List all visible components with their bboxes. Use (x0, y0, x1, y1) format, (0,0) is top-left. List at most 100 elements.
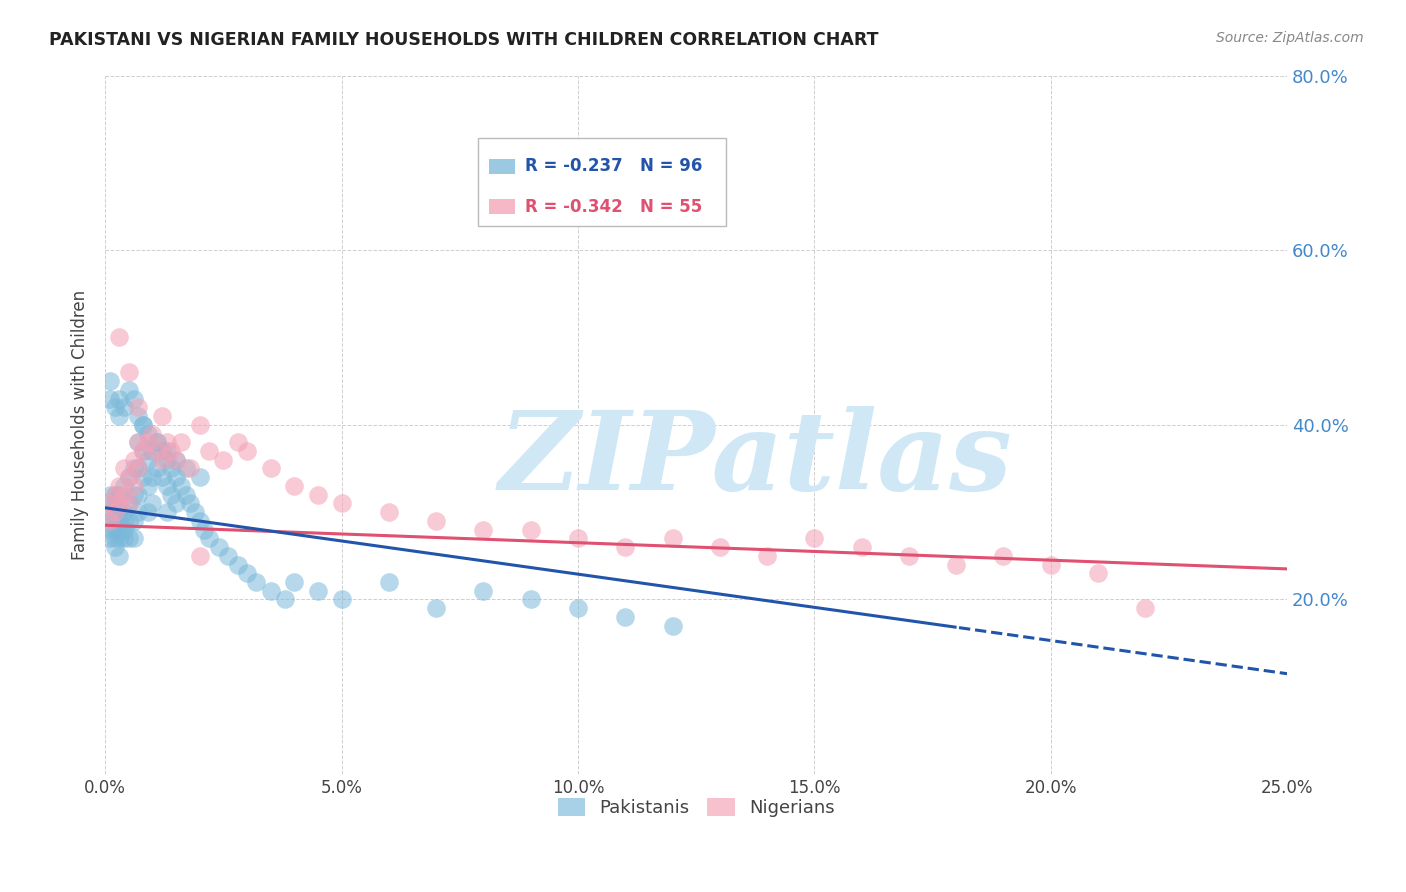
Point (122, 532, 145, 546)
Point (1135, 601, 1157, 615)
Point (108, 496, 131, 510)
Point (188, 514, 211, 528)
Point (108, 514, 131, 528)
Point (160, 461, 183, 475)
Point (165, 452, 187, 467)
Point (307, 583, 329, 598)
Point (146, 435, 169, 450)
Point (150, 409, 173, 423)
Point (98, 505, 121, 519)
Point (709, 540, 731, 554)
Point (122, 479, 145, 493)
Point (156, 444, 179, 458)
Point (122, 461, 145, 475)
Point (165, 496, 187, 510)
Point (118, 383, 141, 397)
Point (141, 444, 163, 458)
Point (156, 435, 179, 450)
Point (170, 479, 193, 493)
Legend: Pakistanis, Nigerians: Pakistanis, Nigerians (551, 790, 842, 824)
Point (118, 496, 141, 510)
Point (112, 401, 135, 415)
Point (179, 496, 201, 510)
Point (307, 488, 329, 502)
Point (104, 505, 127, 519)
Point (104, 532, 127, 546)
Point (198, 444, 221, 458)
Point (226, 435, 249, 450)
Point (112, 523, 135, 537)
Point (756, 549, 779, 563)
Point (108, 496, 131, 510)
Point (146, 435, 169, 450)
Point (108, 330, 131, 344)
Point (122, 452, 145, 467)
Point (122, 392, 145, 406)
Point (156, 479, 179, 493)
Point (170, 435, 193, 450)
Point (150, 452, 173, 467)
Point (165, 470, 187, 484)
Point (519, 523, 541, 537)
Point (897, 549, 920, 563)
Point (108, 505, 131, 519)
Point (108, 523, 131, 537)
Point (127, 461, 149, 475)
FancyBboxPatch shape (478, 138, 725, 226)
Point (118, 470, 141, 484)
Point (188, 470, 211, 484)
Point (208, 540, 231, 554)
Point (104, 523, 127, 537)
Point (127, 435, 149, 450)
Point (122, 488, 145, 502)
Point (245, 574, 267, 589)
Point (236, 566, 259, 581)
Point (146, 444, 169, 458)
Point (141, 470, 163, 484)
Point (661, 532, 683, 546)
Point (104, 505, 127, 519)
Point (160, 444, 183, 458)
Point (98, 488, 121, 502)
Point (217, 549, 239, 563)
Point (104, 514, 127, 528)
Point (188, 549, 211, 563)
Point (127, 505, 149, 519)
Point (118, 514, 141, 528)
Point (112, 532, 135, 546)
Point (127, 409, 149, 423)
Point (108, 549, 131, 563)
Point (156, 505, 179, 519)
Point (378, 574, 401, 589)
Point (136, 435, 159, 450)
Point (567, 532, 589, 546)
Point (98, 374, 121, 388)
Point (188, 417, 211, 432)
Point (150, 470, 173, 484)
Point (330, 592, 353, 607)
Point (260, 583, 283, 598)
Point (98, 392, 121, 406)
Point (108, 532, 131, 546)
Point (132, 470, 155, 484)
Point (283, 574, 305, 589)
Point (136, 479, 159, 493)
Point (803, 532, 825, 546)
Y-axis label: Family Households with Children: Family Households with Children (72, 290, 89, 560)
FancyBboxPatch shape (489, 199, 516, 214)
Point (98, 523, 121, 537)
Point (104, 540, 127, 554)
Point (160, 488, 183, 502)
Point (330, 496, 353, 510)
Point (425, 514, 447, 528)
Point (150, 444, 173, 458)
Point (132, 417, 155, 432)
Point (472, 583, 495, 598)
Point (136, 426, 159, 441)
Point (661, 618, 683, 632)
Point (132, 444, 155, 458)
Point (132, 417, 155, 432)
Point (122, 514, 145, 528)
Point (614, 610, 637, 624)
Point (567, 601, 589, 615)
